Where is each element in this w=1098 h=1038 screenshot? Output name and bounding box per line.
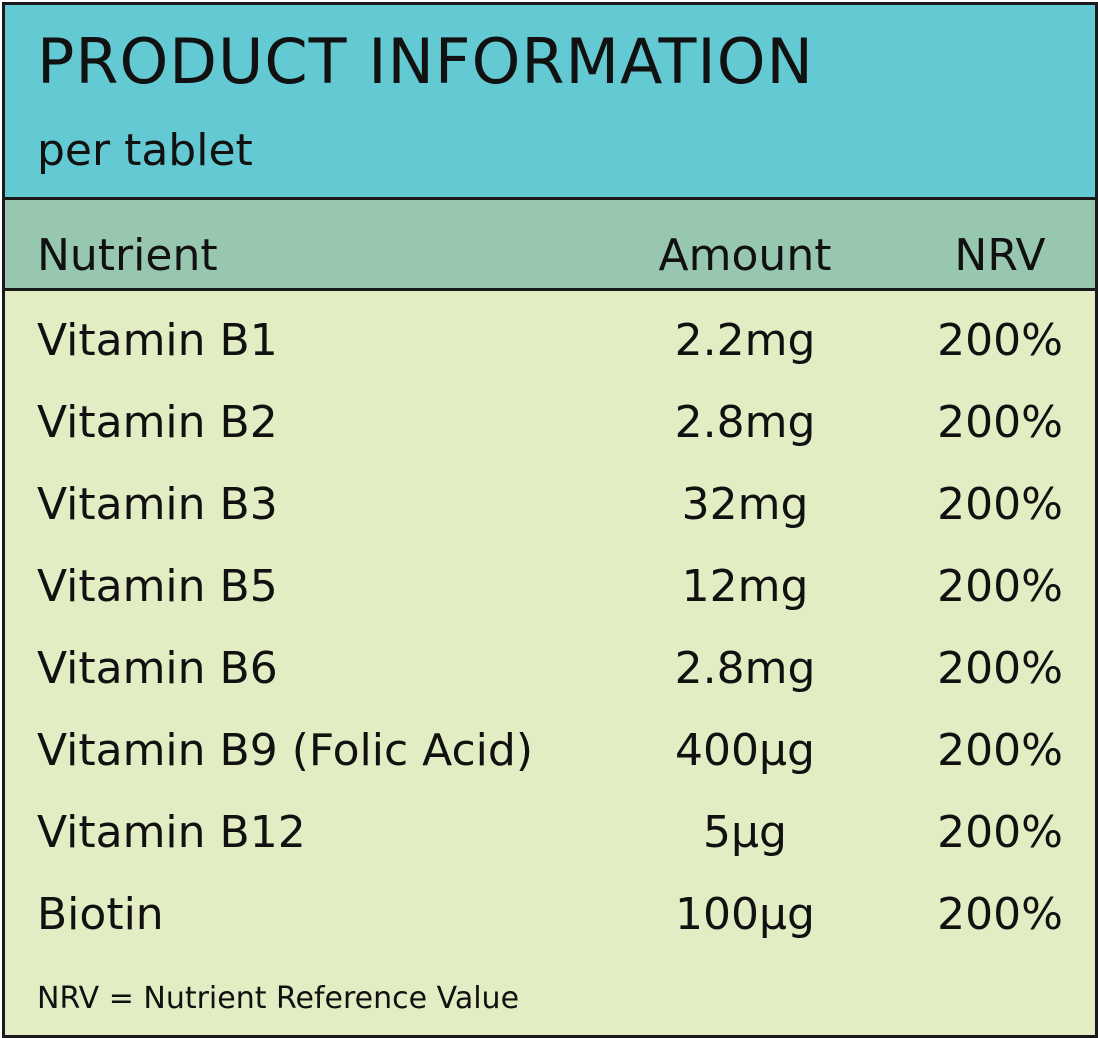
panel-title: PRODUCT INFORMATION — [37, 25, 814, 98]
nutrient-nrv: 200% — [937, 561, 1063, 612]
nutrient-name: Vitamin B1 — [37, 315, 278, 366]
nutrient-nrv: 200% — [937, 643, 1063, 694]
table-row: Vitamin B3 32mg 200% — [5, 465, 1095, 547]
nutrient-nrv: 200% — [937, 479, 1063, 530]
column-header-nrv: NRV — [954, 230, 1046, 281]
table-row: Vitamin B5 12mg 200% — [5, 547, 1095, 629]
nutrient-amount: 100µg — [675, 889, 815, 940]
table-row: Vitamin B2 2.8mg 200% — [5, 383, 1095, 465]
table-row: Vitamin B9 (Folic Acid) 400µg 200% — [5, 711, 1095, 793]
nutrient-amount: 12mg — [681, 561, 809, 612]
nutrient-nrv: 200% — [937, 725, 1063, 776]
footnote: NRV = Nutrient Reference Value — [37, 981, 520, 1016]
nutrient-amount: 400µg — [675, 725, 815, 776]
column-header-amount: Amount — [658, 230, 832, 281]
nutrient-amount: 2.2mg — [674, 315, 816, 366]
table-row: Vitamin B12 5µg 200% — [5, 793, 1095, 875]
nutrient-nrv: 200% — [937, 889, 1063, 940]
nutrient-name: Vitamin B6 — [37, 643, 278, 694]
nutrient-nrv: 200% — [937, 397, 1063, 448]
table-row: Vitamin B1 2.2mg 200% — [5, 301, 1095, 383]
nutrient-name: Vitamin B3 — [37, 479, 278, 530]
nutrient-name: Biotin — [37, 889, 164, 940]
table-row: Vitamin B6 2.8mg 200% — [5, 629, 1095, 711]
nutrient-name: Vitamin B2 — [37, 397, 278, 448]
nutrient-name: Vitamin B9 (Folic Acid) — [37, 725, 533, 776]
nutrient-amount: 2.8mg — [674, 397, 816, 448]
nutrient-amount: 2.8mg — [674, 643, 816, 694]
nutrient-nrv: 200% — [937, 315, 1063, 366]
nutrient-amount: 32mg — [681, 479, 809, 530]
table-header: Nutrient Amount NRV — [5, 200, 1095, 291]
title-band: PRODUCT INFORMATION per tablet — [5, 5, 1095, 200]
nutrient-amount: 5µg — [703, 807, 787, 858]
nutrient-name: Vitamin B12 — [37, 807, 306, 858]
panel-subtitle: per tablet — [37, 125, 253, 176]
nutrient-table-body: Vitamin B1 2.2mg 200% Vitamin B2 2.8mg 2… — [5, 301, 1095, 957]
nutrient-name: Vitamin B5 — [37, 561, 278, 612]
table-row: Biotin 100µg 200% — [5, 875, 1095, 957]
column-header-nutrient: Nutrient — [37, 230, 218, 281]
nutrient-nrv: 200% — [937, 807, 1063, 858]
